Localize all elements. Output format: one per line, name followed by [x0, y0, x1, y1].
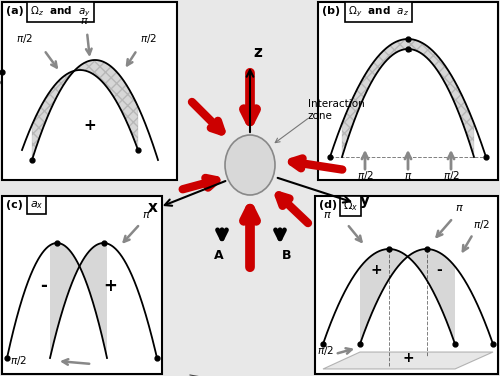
Text: A: A — [214, 249, 224, 262]
Text: $\pi$: $\pi$ — [142, 210, 151, 220]
Polygon shape — [408, 249, 455, 344]
Text: +: + — [402, 351, 414, 365]
Text: $\pi/2$: $\pi/2$ — [140, 32, 157, 45]
Text: $\pi$: $\pi$ — [455, 203, 464, 213]
Text: y: y — [360, 193, 370, 208]
Text: +: + — [370, 263, 382, 277]
Text: (b): (b) — [322, 6, 340, 16]
Text: -: - — [436, 263, 442, 277]
Text: (a): (a) — [6, 6, 24, 16]
Text: $a_x$: $a_x$ — [30, 199, 44, 211]
Bar — [2, 196, 162, 374]
Polygon shape — [360, 249, 408, 344]
Polygon shape — [342, 39, 474, 157]
Text: -: - — [40, 277, 48, 295]
Text: $\Omega_y$  and  $a_z$: $\Omega_y$ and $a_z$ — [348, 5, 409, 20]
Text: $\pi$: $\pi$ — [323, 210, 332, 220]
Text: $\pi/2$: $\pi/2$ — [16, 32, 33, 45]
Text: $\Omega_z$  and  $a_y$: $\Omega_z$ and $a_y$ — [30, 5, 91, 20]
Text: B: B — [282, 249, 292, 262]
Bar — [318, 2, 498, 180]
Text: (c): (c) — [6, 200, 23, 210]
Text: $\pi/2$: $\pi/2$ — [473, 218, 490, 231]
Bar — [315, 196, 498, 374]
Text: $\pi/2$: $\pi/2$ — [356, 169, 374, 182]
Polygon shape — [323, 352, 493, 369]
Text: $\pi$: $\pi$ — [404, 171, 412, 181]
Text: $\pi$: $\pi$ — [80, 16, 89, 26]
Text: (d): (d) — [319, 200, 337, 210]
Text: $\Omega_x$: $\Omega_x$ — [343, 199, 358, 213]
Text: z: z — [253, 45, 262, 60]
Text: $\pi/2$: $\pi/2$ — [317, 344, 334, 357]
Text: $\pi/2$: $\pi/2$ — [10, 354, 27, 367]
Text: -: - — [405, 43, 411, 58]
Text: $\pi/2$: $\pi/2$ — [442, 169, 460, 182]
Bar — [2, 2, 177, 180]
Text: +: + — [103, 277, 117, 295]
Polygon shape — [32, 60, 138, 160]
Ellipse shape — [225, 135, 275, 195]
Text: x: x — [148, 200, 158, 215]
Text: Interaction
zone: Interaction zone — [308, 99, 365, 121]
Polygon shape — [50, 243, 80, 358]
Text: +: + — [84, 118, 96, 133]
Polygon shape — [80, 243, 107, 358]
